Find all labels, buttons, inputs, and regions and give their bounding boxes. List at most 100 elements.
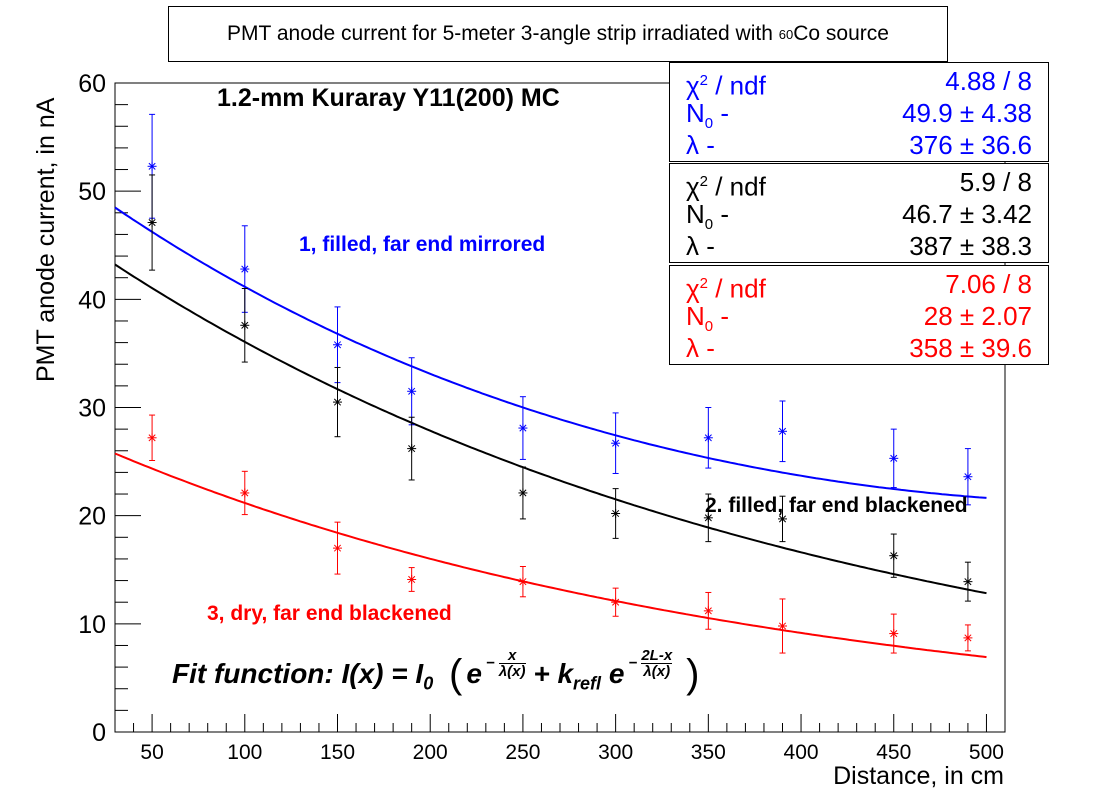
data-point-series-3 [147,414,157,462]
data-point-series-1 [778,400,787,463]
fit-function-minus2: − [628,654,638,671]
data-point-series-2 [703,493,713,543]
x-tick-label: 100 [227,741,262,764]
x-tick-label: 350 [691,741,726,764]
x-tick-label: 450 [876,741,911,764]
star-marker [612,509,620,518]
star-marker [519,578,527,586]
y-tick-label: 40 [78,286,106,314]
x-tick-label: 300 [598,741,633,764]
fit-function-frac1-num: x [498,648,526,664]
star-marker [241,321,249,329]
stats-n0-label: N0 - [686,98,730,133]
stats-chi2-value: 5.9 / 8 [959,167,1032,197]
data-point-series-2 [407,416,417,481]
stats-n0-value: 28 ± 2.07 [923,301,1032,331]
star-marker [704,514,712,522]
stats-n0-label: N0 - [686,199,730,234]
data-point-series-2 [333,366,342,438]
x-axis-label: Distance, in cm [833,762,1004,790]
fit-function-frac2-den: λ(x) [643,662,671,680]
x-tick-label: 250 [505,741,540,764]
y-tick-label: 50 [78,178,106,206]
fit-function-formula: Fit function: I(x) = I0 (e − x λ(x) + kref… [172,646,700,696]
data-point-series-1 [703,407,713,469]
data-point-series-2 [240,288,250,363]
data-point-series-3 [703,591,713,630]
star-marker [148,218,156,227]
stats-box-blue: χ2 / ndf 4.88 / 8 N0 - 49.9 ± 4.38 λ - 376 … [669,62,1049,162]
star-marker [890,552,898,560]
data-point-series-1 [889,428,899,489]
fit-curve-series-1 [114,206,987,499]
star-marker [612,598,620,606]
y-tick-label: 10 [78,611,106,639]
data-point-series-3 [889,613,899,654]
star-marker [333,544,342,552]
y-tick-label: 30 [78,395,106,423]
y-tick-label: 0 [92,719,106,747]
star-marker [612,439,620,447]
star-marker [704,607,712,615]
data-point-series-2 [963,561,973,602]
chart-title: 1.2-mm Kuraray Y11(200) MC [217,84,560,112]
annotation-black: 2. filled, far end blackened [705,494,968,517]
fit-function-e1: e [466,658,482,689]
star-marker [241,265,249,273]
fit-function-frac2-num: 2L-x [641,646,673,664]
star-marker [408,387,416,395]
data-point-series-3 [778,598,787,654]
x-tick-label: 200 [413,741,448,764]
data-point-series-2 [518,466,528,520]
y-axis-label: PMT anode current, in nA [32,97,60,382]
data-point-series-3 [963,624,973,652]
data-point-series-3 [407,567,417,592]
x-tick-label: 500 [969,741,1004,764]
annotation-blue: 1, filled, far end mirrored [299,233,546,256]
stats-chi2-value: 4.88 / 8 [945,66,1032,96]
fit-curve-series-3 [114,452,987,659]
title-prefix: PMT anode current for 5-meter 3-angle st… [227,22,779,45]
title-box: PMT anode current for 5-meter 3-angle st… [168,6,948,62]
star-marker [890,454,898,462]
title-isotope-symbol: Co [793,22,821,45]
title-suffix: source [820,22,889,45]
data-point-series-1 [518,396,528,460]
fit-function-minus1: − [485,654,495,671]
x-tick-label: 400 [784,741,819,764]
fit-curves [114,206,987,659]
star-marker [519,489,527,497]
stats-lambda-label: λ - [686,130,715,160]
stats-lambda-label: λ - [686,333,715,363]
y-tick-label: 20 [78,503,106,531]
x-tick-label: 50 [140,741,163,764]
star-marker [408,575,416,584]
stats-lambda-value: 376 ± 36.6 [909,130,1032,160]
data-point-series-1 [611,412,621,474]
y-tick-label: 60 [78,70,106,98]
star-marker [964,578,972,586]
stats-n0-value: 46.7 ± 3.42 [902,199,1032,229]
annotation-red: 3, dry, far end blackened [207,602,452,625]
data-point-series-2 [778,495,787,543]
fit-function-sub0: 0 [423,673,434,694]
stats-lambda-label: λ - [686,231,715,261]
stats-chi2-label: χ2 / ndf [686,273,766,304]
x-tick-label: 150 [320,741,355,764]
star-marker [890,630,898,638]
data-point-series-3 [518,566,528,598]
stats-lambda-value: 358 ± 39.6 [909,333,1032,363]
star-marker [148,162,156,170]
stats-n0-value: 49.9 ± 4.38 [902,98,1032,128]
star-marker [241,489,249,497]
star-marker [964,634,972,642]
stats-lambda-value: 387 ± 38.3 [909,231,1032,261]
stats-box-red: χ2 / ndf 7.06 / 8 N0 - 28 ± 2.07 λ - 358 ± … [669,265,1049,365]
data-point-series-2 [889,533,899,578]
star-marker [778,622,787,630]
data-point-series-1 [963,448,973,506]
star-marker [519,424,527,432]
title-isotope-mass: 60 [778,26,794,42]
stats-chi2-value: 7.06 / 8 [945,269,1032,299]
